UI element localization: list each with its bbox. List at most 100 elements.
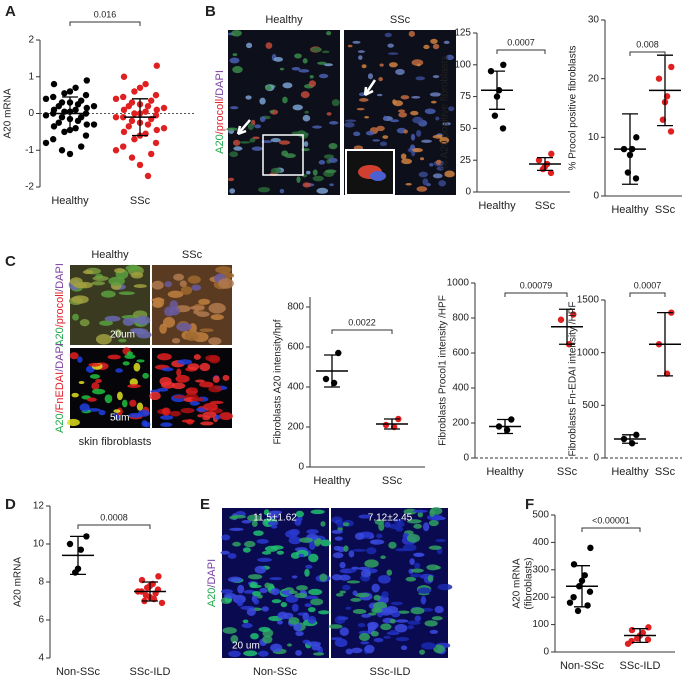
cell	[308, 553, 319, 563]
data-point	[655, 75, 663, 82]
cell	[336, 520, 345, 528]
p-value: 0.016	[94, 9, 117, 19]
cell	[277, 611, 288, 620]
cell	[429, 509, 435, 517]
cell	[364, 644, 375, 654]
cell	[334, 638, 348, 648]
data-point	[55, 102, 62, 110]
cell	[419, 649, 426, 655]
cell	[408, 30, 416, 37]
cell	[326, 31, 332, 36]
cell	[261, 606, 269, 612]
cell	[416, 129, 422, 137]
cell	[282, 96, 288, 104]
error-bar	[657, 311, 673, 377]
inset	[262, 134, 304, 176]
cell	[282, 82, 293, 89]
cell	[312, 125, 323, 129]
cell	[291, 575, 298, 579]
data-point	[382, 421, 390, 429]
cell	[296, 176, 301, 183]
cell	[415, 76, 426, 81]
cell	[417, 587, 432, 594]
stain-part: /DAPI	[54, 263, 66, 292]
cell	[208, 337, 222, 346]
cell	[326, 112, 332, 116]
cell	[219, 412, 233, 421]
x-tick-label: Healthy	[51, 195, 89, 207]
cell	[79, 403, 90, 412]
cell	[382, 135, 389, 139]
y-tick-label: 0	[593, 191, 599, 202]
cell	[287, 643, 293, 647]
cell	[295, 630, 304, 637]
y-tick-label: 500	[532, 510, 549, 521]
cell	[343, 545, 349, 552]
cell	[373, 594, 381, 601]
cell	[406, 533, 420, 543]
column-label: SSc-ILD	[370, 666, 411, 678]
stain-part: A20	[206, 588, 218, 608]
y-tick-label: 75	[460, 91, 472, 102]
cell	[334, 536, 343, 541]
cell	[310, 47, 322, 53]
cell	[160, 422, 173, 427]
significance-bracket	[629, 51, 666, 56]
cell	[136, 331, 152, 339]
cell	[416, 186, 428, 192]
cell	[410, 133, 416, 141]
cell	[156, 387, 169, 392]
y-axis-label: % Procol positive fibroblasts	[568, 45, 579, 170]
cell	[161, 407, 171, 416]
cell	[360, 569, 371, 578]
cell	[196, 311, 210, 317]
cell	[328, 157, 338, 163]
cell	[199, 362, 211, 372]
y-tick-label: 12	[33, 501, 45, 512]
significance-bracket	[69, 21, 141, 26]
cell	[210, 314, 224, 321]
cell	[308, 588, 323, 596]
significance-bracket	[581, 527, 641, 532]
cell	[69, 352, 79, 360]
cell	[403, 508, 417, 515]
cell	[303, 595, 319, 600]
cell	[71, 392, 79, 398]
cell	[271, 599, 282, 604]
cell	[189, 387, 198, 391]
cell	[397, 521, 405, 527]
cell	[310, 509, 325, 515]
cell	[279, 67, 285, 71]
panel-letter: D	[5, 496, 16, 513]
cell	[376, 125, 385, 132]
cell	[231, 29, 242, 37]
cell	[247, 123, 254, 131]
cell	[232, 514, 247, 519]
cell	[151, 280, 164, 290]
cell	[254, 124, 262, 129]
cell	[412, 147, 423, 153]
y-tick-label: 400	[532, 537, 549, 548]
data-point	[61, 90, 68, 97]
cell	[312, 175, 324, 182]
cell	[95, 334, 112, 345]
cell	[200, 421, 214, 426]
panel-letter: E	[200, 496, 210, 513]
cell	[333, 545, 341, 551]
cell	[295, 650, 303, 656]
x-tick-label: SSc	[130, 195, 151, 207]
cell	[233, 146, 243, 151]
cell	[187, 275, 201, 284]
cell	[222, 627, 237, 634]
y-tick-label: 50	[460, 123, 472, 134]
stain-part: /FnEDAI	[54, 372, 66, 414]
cell	[423, 44, 430, 50]
cell	[122, 361, 130, 366]
cell	[202, 411, 217, 418]
p-value: 0.0007	[507, 37, 535, 47]
cell	[403, 543, 417, 552]
cell	[279, 188, 285, 194]
cell	[227, 576, 243, 583]
cell	[371, 583, 380, 593]
